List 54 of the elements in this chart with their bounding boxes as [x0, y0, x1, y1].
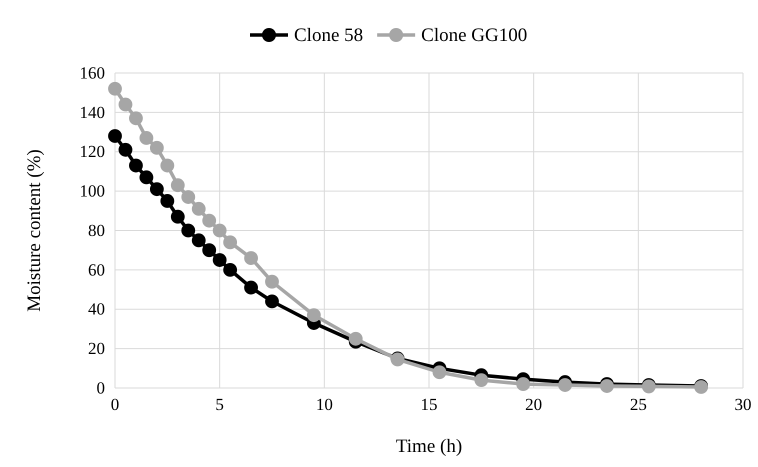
- legend-label: Clone GG100: [421, 25, 528, 46]
- point: [129, 158, 143, 172]
- x-tick-label: 5: [215, 395, 224, 414]
- point: [181, 224, 196, 238]
- point: [118, 98, 132, 112]
- point: [139, 131, 154, 145]
- x-axis-title: Time (h): [396, 436, 462, 457]
- point: [192, 202, 206, 216]
- point: [306, 308, 321, 322]
- point: [244, 280, 258, 294]
- point: [202, 243, 216, 258]
- x-tick-label: 10: [316, 395, 333, 414]
- point: [160, 194, 174, 208]
- y-tick-label: 60: [88, 260, 105, 280]
- x-tick-label: 0: [110, 395, 120, 414]
- point: [150, 140, 164, 155]
- point: [118, 142, 132, 157]
- point: [558, 378, 572, 392]
- point: [212, 253, 227, 267]
- point: [139, 170, 154, 184]
- y-tick-label: 160: [80, 63, 105, 82]
- point: [170, 210, 185, 224]
- x-tick-label: 15: [420, 395, 438, 414]
- point: [223, 235, 238, 250]
- x-tick-label: 25: [630, 395, 647, 414]
- y-tick-label: 80: [88, 220, 105, 240]
- point: [192, 233, 206, 248]
- point: [244, 251, 258, 265]
- x-tick-label: 20: [525, 395, 542, 414]
- y-axis-title: Moisture content (%): [24, 149, 45, 312]
- legend-label: Clone 58: [294, 25, 364, 46]
- point: [181, 190, 196, 204]
- y-tick-label: 20: [88, 339, 105, 358]
- y-tick-label: 100: [80, 182, 105, 201]
- point: [129, 111, 143, 126]
- point: [223, 262, 238, 277]
- point: [516, 377, 530, 391]
- point: [170, 178, 185, 192]
- point: [150, 182, 164, 196]
- point: [202, 214, 216, 228]
- y-tick-label: 40: [88, 300, 105, 319]
- point: [265, 294, 279, 308]
- point: [108, 82, 122, 96]
- point: [265, 274, 279, 289]
- point: [212, 224, 227, 238]
- x-tick-label: 30: [734, 395, 752, 414]
- point: [348, 332, 363, 346]
- y-tick-label: 140: [80, 102, 105, 122]
- point: [108, 129, 122, 143]
- y-tick-label: 120: [80, 142, 105, 162]
- point: [432, 365, 446, 380]
- point: [160, 158, 174, 172]
- y-tick-label: 0: [96, 378, 105, 398]
- point: [474, 373, 488, 388]
